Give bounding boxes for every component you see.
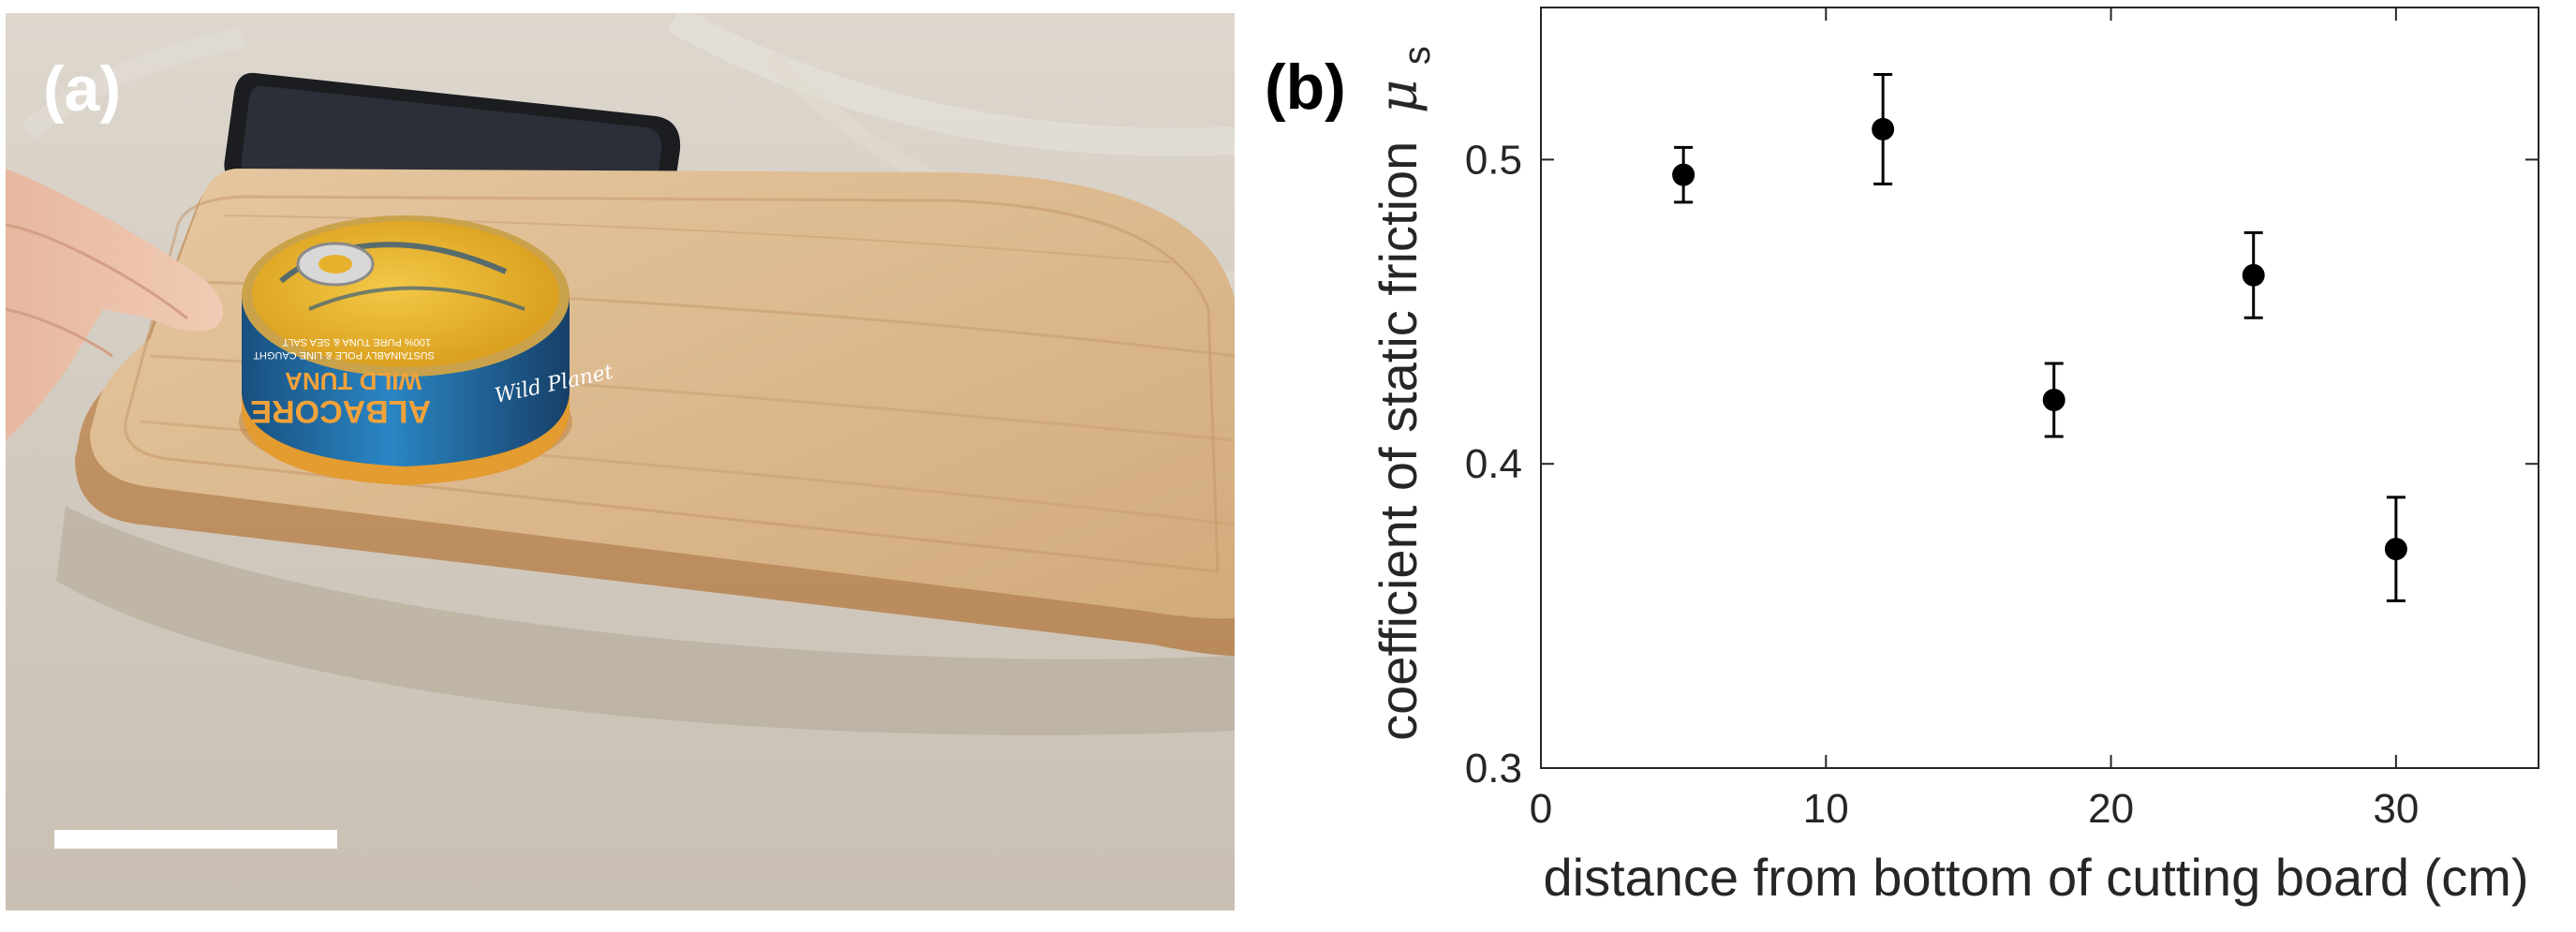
can-product-line2: WILD TUNA	[285, 367, 422, 395]
data-point	[1872, 117, 1895, 141]
y-axis-label-subscript: s	[1397, 46, 1438, 65]
data-point	[2042, 388, 2065, 411]
x-axis-label: distance from bottom of cutting board (c…	[1544, 848, 2529, 907]
data-series	[1672, 72, 2407, 602]
scale-bar	[54, 830, 337, 849]
y-axis-ticks: 0.3 0.4 0.5	[1465, 137, 2539, 791]
svg-text:coefficient of static friction: coefficient of static friction μ s	[1369, 46, 1438, 741]
data-point	[2384, 538, 2407, 561]
board-shadow	[56, 506, 1235, 735]
data-point	[2242, 263, 2265, 287]
y-tick-label: 0.5	[1465, 137, 1522, 183]
x-tick-label: 20	[2088, 786, 2134, 832]
x-tick-label: 10	[1803, 786, 1849, 832]
x-axis-ticks: 0 10 20 30	[1530, 7, 2419, 832]
y-axis-label-text: coefficient of static friction	[1369, 141, 1428, 741]
data-point	[1672, 163, 1695, 186]
panel-label-a: (a)	[43, 53, 121, 125]
y-axis-label: coefficient of static friction μ s	[1369, 46, 1438, 741]
x-tick-label: 0	[1530, 786, 1552, 832]
panel-a-photo: Wild Planet ALBACORE WILD TUNA SUSTAINAB…	[6, 13, 1235, 910]
y-tick-label: 0.4	[1465, 441, 1522, 487]
cloth-fold	[667, 13, 1235, 156]
y-axis-label-symbol: μ	[1369, 80, 1429, 113]
panel-label-b: (b)	[1265, 52, 1346, 123]
plot-frame	[1540, 7, 2539, 769]
hand	[6, 169, 223, 440]
y-tick-label: 0.3	[1465, 746, 1522, 791]
can-product-line1: ALBACORE	[250, 393, 431, 429]
cloth-fold	[21, 27, 246, 140]
can-fine-print1: SUSTAINABLY POLE & LINE CAUGHT	[253, 349, 435, 361]
x-tick-label: 30	[2373, 786, 2419, 832]
friction-chart: 0 10 20 30 0.3 0.4 0.5 distance from bottom o…	[1369, 7, 2539, 907]
can-fine-print2: 100% PURE TUNA & SEA SALT	[282, 336, 431, 348]
